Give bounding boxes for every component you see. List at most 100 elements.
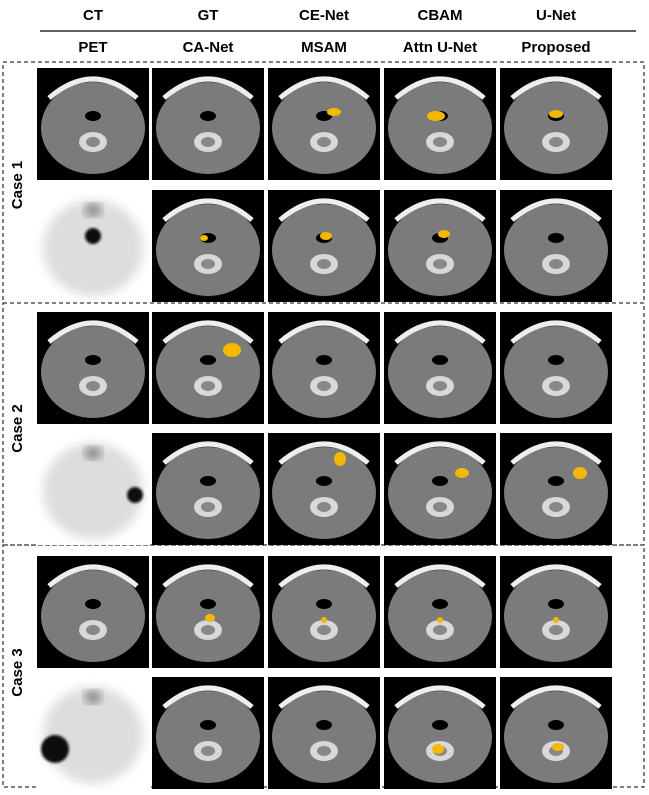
- image: [37, 433, 149, 545]
- ct-body: [504, 204, 608, 296]
- ct-jaw: [510, 685, 602, 709]
- segmentation: [327, 108, 341, 116]
- ct-jaw: [162, 198, 254, 222]
- pet-spot: [85, 691, 101, 703]
- ct-body: [156, 204, 260, 296]
- ct-jaw: [394, 441, 486, 465]
- ct-jaw: [47, 320, 139, 344]
- column-header: PET: [78, 39, 107, 56]
- ct-body: [156, 447, 260, 539]
- segmentation: [552, 743, 564, 751]
- segmentation: [223, 343, 241, 357]
- segmentation: [549, 110, 563, 118]
- ct-body: [272, 204, 376, 296]
- image: [152, 68, 264, 180]
- ct-airway: [200, 599, 216, 609]
- ct-airway: [316, 720, 332, 730]
- segmentation: [432, 744, 444, 754]
- ct-spine-inner: [86, 137, 100, 147]
- image: [268, 312, 380, 424]
- segmentation: [573, 467, 587, 479]
- ct-airway: [432, 476, 448, 486]
- ct-spine-inner: [549, 259, 563, 269]
- image: [268, 190, 380, 302]
- segmentation: [200, 235, 208, 241]
- ct-spine-inner: [433, 137, 447, 147]
- image: [268, 433, 380, 545]
- ct-jaw: [47, 564, 139, 588]
- ct-body: [272, 691, 376, 783]
- ct-spine-inner: [317, 381, 331, 391]
- image: [500, 556, 612, 668]
- ct-airway: [548, 476, 564, 486]
- column-header: CBAM: [418, 7, 463, 24]
- ct-airway: [432, 599, 448, 609]
- ct-airway: [548, 599, 564, 609]
- segmentation: [553, 617, 559, 623]
- ct-body: [504, 570, 608, 662]
- image: [152, 312, 264, 424]
- ct-jaw: [394, 76, 486, 100]
- ct-airway: [548, 720, 564, 730]
- ct-jaw: [162, 76, 254, 100]
- ct-body: [504, 691, 608, 783]
- ct-airway: [85, 111, 101, 121]
- pet-spot: [85, 204, 101, 216]
- ct-jaw: [47, 76, 139, 100]
- ct-body: [272, 447, 376, 539]
- segmentation: [438, 230, 450, 238]
- ct-airway: [316, 355, 332, 365]
- column-header: GT: [198, 7, 219, 24]
- ct-airway: [200, 720, 216, 730]
- image: [384, 312, 496, 424]
- ct-spine-inner: [549, 137, 563, 147]
- column-header: Proposed: [521, 39, 590, 56]
- pet-body: [43, 443, 143, 539]
- ct-spine-inner: [201, 502, 215, 512]
- column-header: CT: [83, 7, 103, 24]
- segmentation: [437, 617, 443, 623]
- ct-jaw: [510, 564, 602, 588]
- ct-airway: [432, 720, 448, 730]
- ct-spine-inner: [201, 625, 215, 635]
- image: [384, 433, 496, 545]
- ct-jaw: [510, 198, 602, 222]
- ct-body: [272, 326, 376, 418]
- image: [500, 433, 612, 545]
- ct-spine-inner: [201, 259, 215, 269]
- ct-jaw: [162, 564, 254, 588]
- column-header: MSAM: [301, 39, 347, 56]
- segmentation: [205, 614, 215, 622]
- ct-spine-inner: [549, 381, 563, 391]
- ct-spine-inner: [549, 502, 563, 512]
- ct-jaw: [162, 441, 254, 465]
- ct-airway: [200, 355, 216, 365]
- ct-jaw: [162, 320, 254, 344]
- image: [37, 68, 149, 180]
- image: [37, 190, 149, 302]
- ct-spine-inner: [433, 381, 447, 391]
- ct-jaw: [278, 564, 370, 588]
- ct-body: [272, 82, 376, 174]
- ct-spine-inner: [86, 381, 100, 391]
- ct-spine-inner: [317, 259, 331, 269]
- ct-spine-inner: [201, 137, 215, 147]
- ct-body: [41, 82, 145, 174]
- ct-spine-inner: [433, 502, 447, 512]
- ct-body: [41, 326, 145, 418]
- ct-body: [504, 447, 608, 539]
- case-label: Case 2: [9, 404, 26, 452]
- segmentation: [455, 468, 469, 478]
- ct-airway: [200, 476, 216, 486]
- column-header: Attn U-Net: [403, 39, 477, 56]
- ct-jaw: [278, 198, 370, 222]
- segmentation: [320, 232, 332, 240]
- pet-body: [43, 200, 143, 296]
- image: [37, 677, 149, 789]
- case-box: [2, 544, 645, 788]
- image: [152, 556, 264, 668]
- column-header: CE-Net: [299, 7, 349, 24]
- image: [500, 312, 612, 424]
- image: [152, 433, 264, 545]
- ct-airway: [432, 355, 448, 365]
